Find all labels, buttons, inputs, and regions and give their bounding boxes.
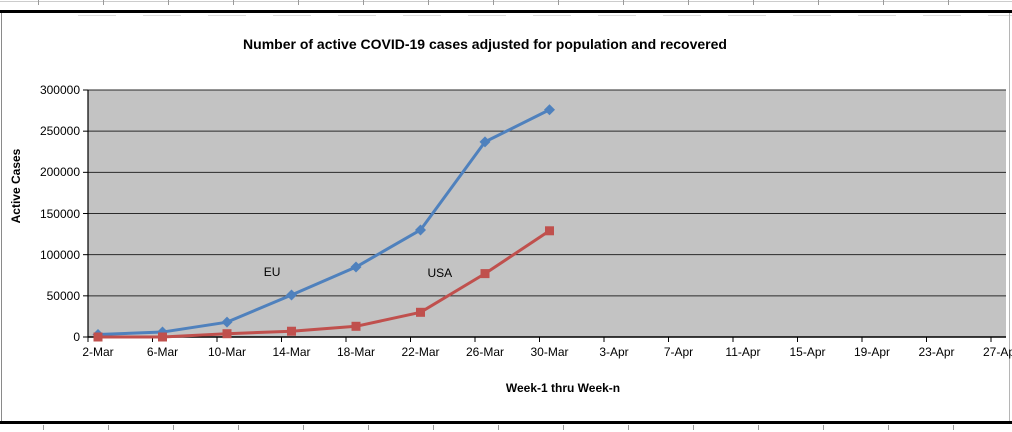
- column-gridline-tick: [493, 0, 494, 5]
- column-gridline-tick: [238, 425, 239, 430]
- y-tick-label: 100000: [39, 247, 80, 262]
- x-axis-title: Week-1 thru Week-n: [505, 381, 621, 395]
- x-tick-label: 3-Apr: [599, 345, 629, 359]
- column-gridline-tick: [78, 15, 116, 16]
- series-label-usa: USA: [427, 265, 453, 280]
- column-gridline-tick: [793, 15, 831, 16]
- column-gridline-tick: [173, 425, 174, 430]
- data-point-square-usa: [545, 226, 554, 236]
- column-gridline-tick: [168, 0, 169, 5]
- column-gridline-tick: [948, 0, 949, 5]
- chart-title: Number of active COVID-19 cases adjusted…: [243, 36, 727, 52]
- column-gridline-tick: [818, 0, 819, 5]
- column-gridline-tick: [363, 0, 364, 5]
- column-gridline-tick: [558, 0, 559, 5]
- y-tick-label: 300000: [39, 83, 80, 97]
- column-gridline-tick: [693, 425, 694, 430]
- y-tick-label: 200000: [39, 165, 80, 180]
- column-gridline-tick: [468, 15, 506, 16]
- x-tick-label: 18-Mar: [336, 345, 375, 359]
- chart-border-right: [1009, 13, 1010, 421]
- column-gridline-tick: [858, 15, 896, 16]
- x-tick-label: 15-Apr: [789, 345, 826, 359]
- column-gridline-tick: [923, 15, 961, 16]
- data-point-diamond-eu: [479, 136, 491, 148]
- column-gridline-tick: [953, 425, 954, 430]
- spreadsheet-row-gridline-top: [0, 1, 1012, 2]
- data-point-diamond-eu: [286, 289, 297, 301]
- data-point-square-usa: [416, 307, 425, 317]
- column-gridline-tick: [988, 15, 1012, 16]
- column-gridline-tick: [598, 15, 636, 16]
- data-point-diamond-eu: [415, 224, 426, 236]
- data-point-diamond-eu: [221, 316, 233, 328]
- column-gridline-tick: [108, 425, 109, 430]
- column-gridline-tick: [533, 15, 571, 16]
- column-gridline-tick: [433, 425, 434, 430]
- data-point-square-usa: [93, 332, 103, 342]
- data-point-diamond-eu: [544, 104, 555, 116]
- column-gridline-tick: [628, 425, 629, 430]
- column-gridline-tick: [338, 15, 376, 16]
- column-gridline-tick: [753, 0, 754, 5]
- x-tick-label: 26-Mar: [465, 345, 504, 359]
- y-tick-label: 250000: [39, 124, 80, 139]
- data-point-diamond-eu: [350, 261, 362, 273]
- x-tick-label: 30-Mar: [530, 345, 569, 359]
- column-gridline-tick: [758, 425, 759, 430]
- data-point-square-usa: [287, 326, 296, 336]
- x-tick-label: 27-Apr: [982, 345, 1012, 359]
- cell-border-bottom: [0, 421, 1012, 424]
- column-gridline-tick: [728, 15, 766, 16]
- column-gridline-tick: [43, 425, 44, 430]
- x-tick-label: 6-Mar: [146, 345, 179, 359]
- column-gridline-tick: [428, 0, 429, 5]
- x-tick-label: 19-Apr: [853, 345, 891, 359]
- column-gridline-tick: [888, 425, 889, 430]
- chart-border-left: [1, 13, 2, 421]
- y-tick-label: 0: [73, 330, 80, 344]
- cell-border-top: [0, 10, 1012, 13]
- column-gridline-tick: [298, 0, 299, 5]
- column-gridline-tick: [303, 425, 304, 430]
- column-gridline-tick: [563, 425, 564, 430]
- x-tick-label: 10-Mar: [207, 345, 246, 359]
- column-gridline-tick: [663, 15, 701, 16]
- column-gridline-tick: [623, 0, 624, 5]
- column-gridline-tick: [208, 15, 246, 16]
- x-tick-label: 14-Mar: [272, 345, 311, 359]
- column-gridline-tick: [143, 15, 181, 16]
- column-gridline-tick: [823, 425, 824, 430]
- y-tick-label: 150000: [39, 206, 80, 221]
- x-tick-label: 23-Apr: [918, 345, 955, 359]
- column-gridline-tick: [233, 0, 234, 5]
- column-gridline-tick: [883, 0, 884, 5]
- data-point-square-usa: [480, 269, 490, 279]
- column-gridline-tick: [103, 0, 104, 5]
- series-label-eu: EU: [263, 264, 281, 279]
- x-tick-label: 22-Mar: [401, 345, 440, 359]
- x-tick-label: 11-Apr: [725, 345, 761, 359]
- data-point-square-usa: [351, 321, 361, 331]
- column-gridline-tick: [688, 0, 689, 5]
- column-gridline-tick: [368, 425, 369, 430]
- series-line-eu: [96, 108, 551, 337]
- data-point-square-usa: [222, 329, 232, 339]
- column-gridline-tick: [38, 0, 39, 5]
- series-line-usa: [96, 229, 551, 339]
- column-gridline-tick: [403, 15, 441, 16]
- data-point-square-usa: [158, 332, 167, 342]
- y-tick-label: 50000: [46, 288, 80, 303]
- column-gridline-tick: [498, 425, 499, 430]
- x-tick-label: 7-Apr: [663, 345, 694, 359]
- x-tick-label: 2-Mar: [82, 345, 114, 359]
- column-gridline-tick: [273, 15, 311, 16]
